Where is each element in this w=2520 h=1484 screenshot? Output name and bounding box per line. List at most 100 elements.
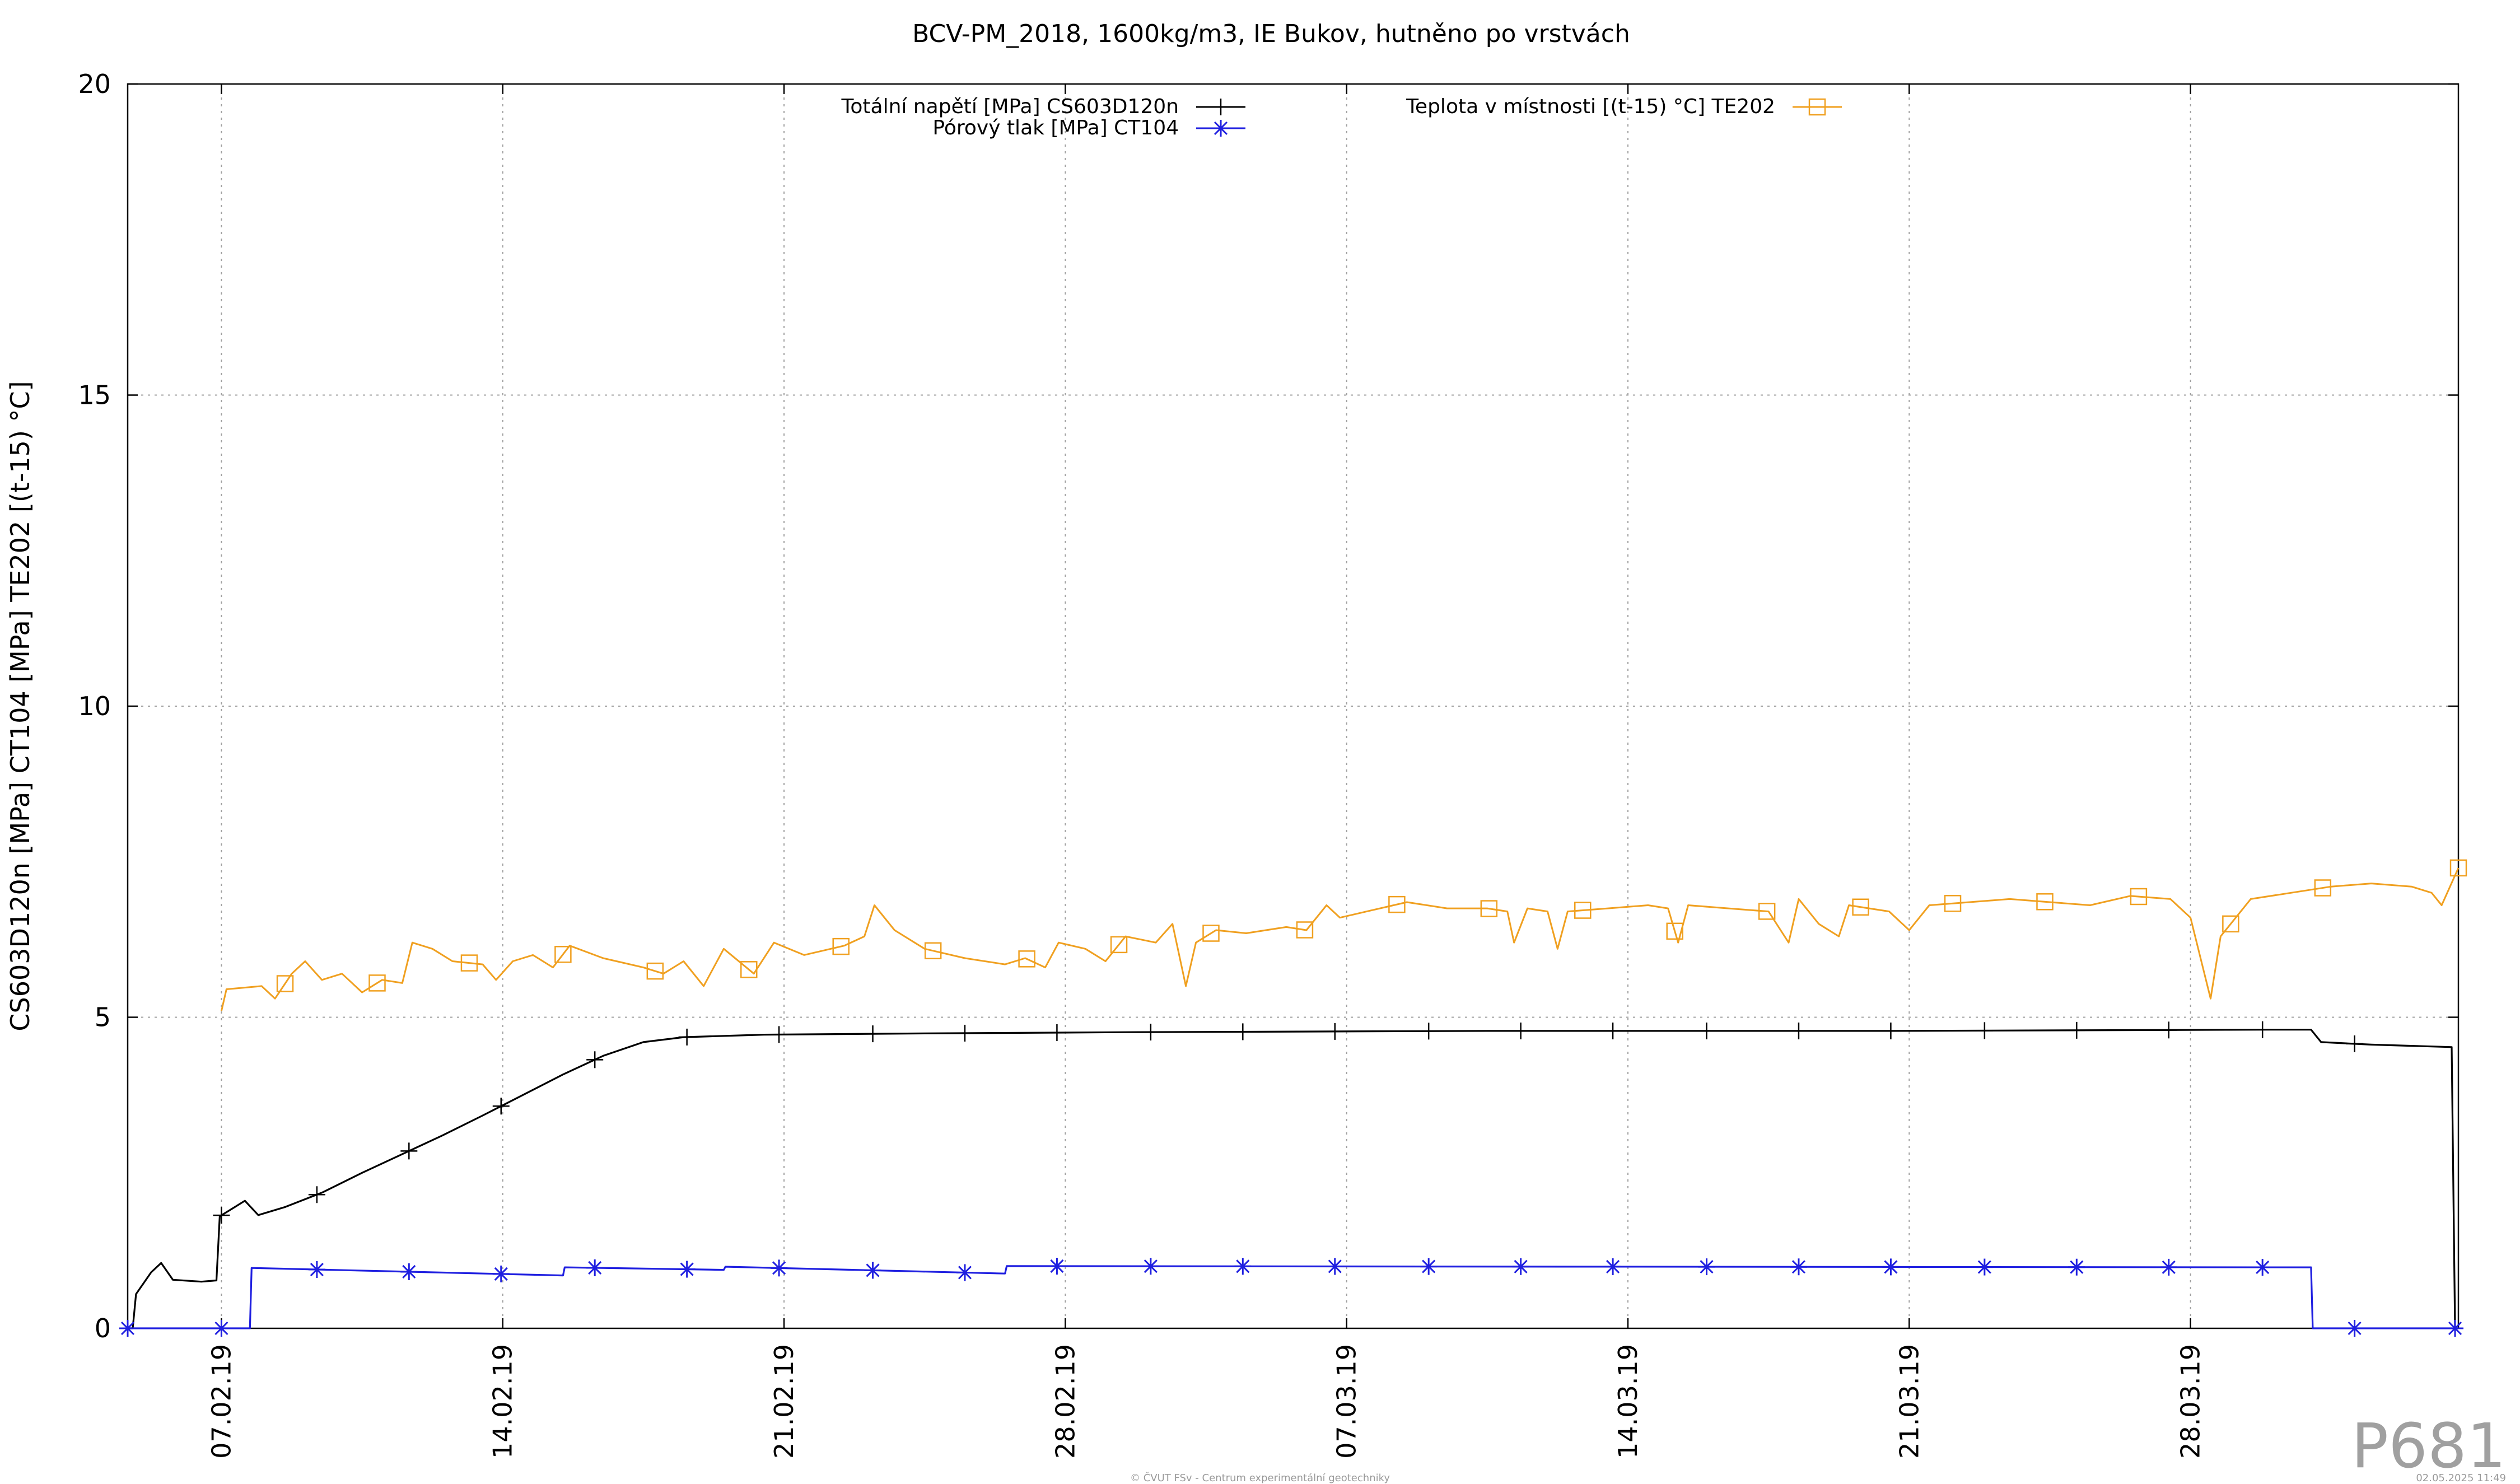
data-point-room-temperature (2449, 859, 2467, 877)
data-point-room-temperature (460, 954, 478, 972)
data-point-room-temperature (1388, 895, 1406, 913)
legend-marker-total-stress (1212, 99, 1229, 115)
data-point-room-temperature (554, 946, 572, 963)
data-point-room-temperature (1944, 895, 1962, 912)
data-point-room-temperature (1758, 903, 1776, 920)
data-point-room-temperature (1110, 936, 1128, 954)
y-axis-label: CS603D120n [MPa] CT104 [MPa] TE202 [(t-1… (5, 381, 35, 1031)
data-point-total-stress (1142, 1024, 1159, 1041)
data-point-total-stress (1512, 1022, 1529, 1039)
data-point-pore-pressure (1698, 1258, 1715, 1276)
legend-label-total-stress: Totální napětí [MPa] CS603D120n (841, 95, 1179, 118)
data-point-room-temperature (1666, 922, 1683, 940)
data-point-pore-pressure (864, 1262, 881, 1279)
data-point-pore-pressure (586, 1259, 604, 1276)
data-point-room-temperature (1296, 921, 1314, 939)
data-point-pore-pressure (1604, 1258, 1622, 1275)
data-point-pore-pressure (1234, 1258, 1252, 1275)
data-point-room-temperature (924, 942, 942, 960)
data-point-total-stress (864, 1025, 881, 1043)
data-point-room-temperature (2130, 888, 2148, 906)
data-point-room-temperature (1574, 902, 1592, 919)
legend-sample-pore-pressure (1196, 120, 1245, 137)
data-point-room-temperature (2222, 915, 2239, 933)
series-total-stress (119, 1021, 2464, 1337)
data-point-pore-pressure (1512, 1258, 1529, 1275)
series-room-temperature (220, 859, 2467, 1011)
data-point-total-stress (492, 1098, 510, 1115)
data-point-total-stress (1326, 1023, 1343, 1040)
data-point-total-stress (2254, 1021, 2271, 1038)
data-point-room-temperature (1202, 925, 1220, 942)
x-tick-label: 21.02.19 (769, 1344, 799, 1459)
data-point-total-stress (1048, 1024, 1066, 1041)
footer-timestamp: 02.05.2025 11:49 (2416, 1472, 2506, 1484)
data-point-pore-pressure (492, 1265, 510, 1282)
chart-title: BCV-PM_2018, 1600kg/m3, IE Bukov, hutněn… (912, 20, 1630, 48)
data-point-pore-pressure (1048, 1257, 1066, 1275)
series-line-room-temperature (220, 867, 2460, 1011)
legend: Totální napětí [MPa] CS603D120n Pórový t… (841, 95, 1842, 139)
data-point-room-temperature (2314, 879, 2332, 897)
data-point-total-stress (400, 1142, 418, 1160)
data-point-total-stress (2346, 1035, 2363, 1052)
data-point-pore-pressure (213, 1320, 230, 1337)
grid (128, 84, 2458, 1328)
data-point-pore-pressure (1142, 1258, 1159, 1275)
data-point-pore-pressure (2254, 1259, 2271, 1276)
series-layer (119, 859, 2467, 1337)
data-point-pore-pressure (956, 1264, 973, 1281)
x-tick-label: 21.03.19 (1894, 1344, 1924, 1459)
data-point-room-temperature (1852, 898, 1869, 916)
legend-label-room-temperature: Teplota v místnosti [(t-15) °C] TE202 (1406, 95, 1775, 118)
data-point-room-temperature (1480, 900, 1498, 917)
data-point-total-stress (1604, 1022, 1622, 1039)
legend-label-pore-pressure: Pórový tlak [MPa] CT104 (932, 116, 1179, 139)
data-point-total-stress (678, 1028, 696, 1046)
x-tick-label: 07.02.19 (206, 1344, 236, 1459)
data-point-pore-pressure (1790, 1258, 1807, 1276)
data-point-pore-pressure (1326, 1258, 1343, 1275)
data-point-room-temperature (276, 975, 294, 992)
data-point-pore-pressure (2160, 1258, 2177, 1276)
data-point-room-temperature (832, 937, 850, 955)
series-line-total-stress (128, 1029, 2458, 1329)
data-point-pore-pressure (678, 1261, 696, 1278)
data-point-room-temperature (646, 962, 664, 980)
footer-copyright: © ČVUT FSv - Centrum experimentální geot… (1130, 1472, 1390, 1484)
data-point-pore-pressure (308, 1261, 325, 1278)
data-point-pore-pressure (2447, 1320, 2464, 1337)
data-point-total-stress (2160, 1021, 2177, 1039)
data-point-total-stress (956, 1024, 973, 1042)
data-point-total-stress (1882, 1022, 1900, 1039)
data-point-pore-pressure (2068, 1258, 2085, 1276)
data-point-room-temperature (2036, 893, 2054, 911)
data-point-total-stress (1790, 1022, 1807, 1039)
legend-marker-room-temperature (1808, 98, 1826, 116)
data-point-pore-pressure (1420, 1258, 1438, 1275)
data-point-pore-pressure (771, 1259, 788, 1277)
data-point-pore-pressure (400, 1263, 418, 1280)
data-point-pore-pressure (1882, 1258, 1900, 1276)
x-tick-label: 14.03.19 (1613, 1344, 1643, 1459)
data-point-total-stress (2068, 1021, 2085, 1039)
data-point-total-stress (771, 1026, 788, 1043)
legend-sample-room-temperature (1793, 98, 1842, 116)
series-pore-pressure (119, 1257, 2464, 1337)
series-line-pore-pressure (128, 1265, 2458, 1329)
y-tick-label: 0 (95, 1313, 111, 1343)
x-tick-label: 07.03.19 (1332, 1344, 1362, 1459)
data-point-total-stress (308, 1186, 325, 1203)
x-tick-label: 28.03.19 (2176, 1344, 2206, 1459)
legend-sample-total-stress (1196, 99, 1245, 115)
y-tick-label: 15 (78, 380, 111, 410)
data-point-total-stress (1420, 1023, 1438, 1040)
data-point-pore-pressure (119, 1320, 136, 1337)
data-point-room-temperature (368, 974, 386, 992)
data-point-total-stress (1234, 1023, 1252, 1040)
y-tick-label: 20 (78, 69, 111, 99)
data-point-total-stress (586, 1051, 604, 1068)
y-tick-label: 5 (95, 1002, 111, 1033)
data-point-total-stress (213, 1207, 230, 1224)
